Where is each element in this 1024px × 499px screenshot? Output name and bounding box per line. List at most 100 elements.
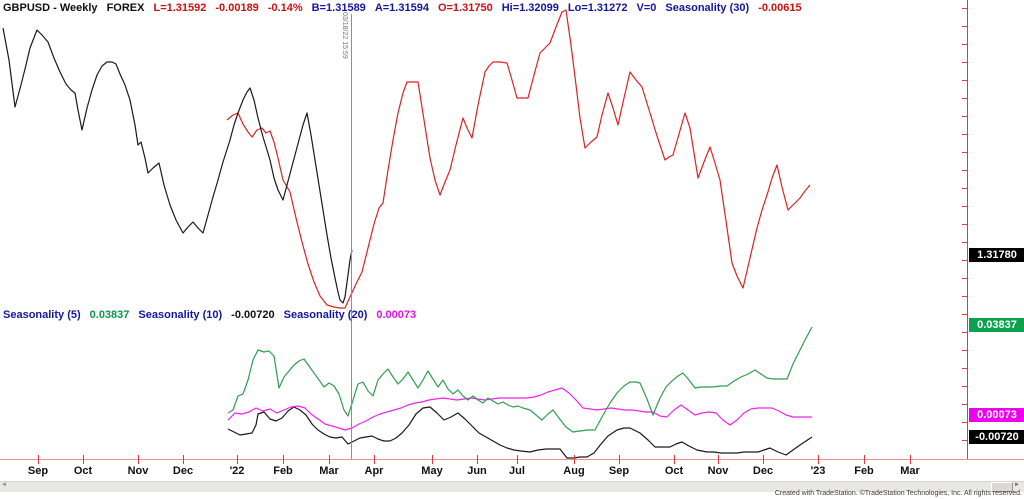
time-axis-label[interactable]: Sep	[608, 465, 630, 477]
price-axis-tick	[962, 152, 967, 153]
time-axis-tick	[864, 455, 865, 464]
quote-field-1: FOREX	[106, 2, 145, 14]
price-axis-tick	[962, 260, 967, 261]
time-axis-tick	[329, 455, 330, 464]
seasonality-status-line: Seasonality (5) 0.03837 Seasonality (10) -0…	[3, 309, 416, 321]
seasonality-field-2: Seasonality (10)	[138, 309, 223, 321]
time-axis-tick	[432, 455, 433, 464]
horizontal-scrollbar-thumb[interactable]	[991, 482, 1013, 492]
time-axis-label[interactable]: Mar	[900, 465, 920, 477]
price-axis-tick	[962, 296, 967, 297]
time-axis-label[interactable]: Dec	[752, 465, 774, 477]
price-axis-tick	[962, 134, 967, 135]
price-axis-tick	[962, 278, 967, 279]
time-axis-label[interactable]: Oct	[664, 465, 684, 477]
time-axis-label[interactable]: Jul	[509, 465, 525, 477]
quote-field-0: GBPUSD - Weekly	[3, 2, 98, 14]
quote-field-12: -0.00615	[758, 2, 802, 14]
quote-field-5: B=1.31589	[311, 2, 366, 14]
price-axis-tick	[962, 44, 967, 45]
time-axis-tick	[818, 455, 819, 464]
price-axis-tick	[962, 422, 967, 423]
quote-field-2: L=1.31592	[153, 2, 207, 14]
quote-field-10: V=0	[636, 2, 657, 14]
quote-field-11: Seasonality (30)	[665, 2, 750, 14]
time-axis-line[interactable]	[0, 459, 1024, 460]
time-axis-label[interactable]: May	[421, 465, 443, 477]
price-tag: 0.00073	[969, 408, 1024, 422]
time-axis-label[interactable]: Aug	[563, 465, 585, 477]
time-axis-tick	[237, 455, 238, 464]
time-axis-label[interactable]: '23	[810, 465, 826, 477]
horizontal-scrollbar-track[interactable]	[0, 481, 1024, 492]
seasonality-field-5: 0.00073	[376, 309, 417, 321]
price-axis-tick	[962, 314, 967, 315]
seasonality-field-0: Seasonality (5)	[3, 309, 81, 321]
price-axis-tick	[962, 350, 967, 351]
time-axis-label[interactable]: Sep	[27, 465, 49, 477]
price-axis-tick	[962, 440, 967, 441]
quote-status-line: GBPUSD - Weekly FOREX L=1.31592 -0.00189 -0.…	[3, 2, 802, 14]
series-seasonality-20-	[227, 387, 812, 431]
time-axis-tick	[183, 455, 184, 464]
time-axis-label[interactable]: Oct	[73, 465, 93, 477]
seasonality-field-1: 0.03837	[89, 309, 130, 321]
price-axis-line[interactable]	[967, 0, 968, 460]
copyright-text: Created with TradeStation. ©TradeStation…	[774, 490, 1022, 497]
price-axis-tick	[962, 224, 967, 225]
price-axis-tick	[962, 188, 967, 189]
quote-field-3: -0.00189	[215, 2, 259, 14]
time-axis-label[interactable]: Feb	[854, 465, 874, 477]
time-axis-tick	[910, 455, 911, 464]
price-axis-tick	[962, 386, 967, 387]
time-axis-tick	[38, 455, 39, 464]
scrollbar-right-arrow-icon[interactable]: ►	[1014, 482, 1020, 488]
time-axis-tick	[138, 455, 139, 464]
cursor-timestamp: 03/18/22 15:59	[341, 12, 348, 59]
price-axis-tick	[962, 62, 967, 63]
cursor-vertical-line[interactable]	[351, 14, 352, 459]
series-seasonality-10-	[227, 406, 813, 459]
time-axis-tick	[674, 455, 675, 464]
price-axis-tick	[962, 368, 967, 369]
price-axis-tick	[962, 80, 967, 81]
time-axis-label[interactable]: Nov	[127, 465, 149, 477]
scrollbar-left-arrow-icon[interactable]: ◄	[1, 482, 7, 488]
price-axis-tick	[962, 26, 967, 27]
series-seasonality-5-	[227, 326, 813, 433]
quote-field-4: -0.14%	[267, 2, 303, 14]
quote-field-8: Hi=1.32099	[501, 2, 559, 14]
price-axis-tick	[962, 116, 967, 117]
price-axis-tick	[962, 170, 967, 171]
time-axis-label[interactable]: Feb	[273, 465, 293, 477]
price-tag: -0.00720	[969, 430, 1024, 444]
price-axis-tick	[962, 242, 967, 243]
price-axis-tick	[962, 404, 967, 405]
time-axis-label[interactable]: Mar	[319, 465, 339, 477]
price-axis-tick	[962, 98, 967, 99]
time-axis-tick	[718, 455, 719, 464]
time-axis-tick	[574, 455, 575, 464]
price-tag: 0.03837	[969, 318, 1024, 332]
chart-plot-area[interactable]	[0, 0, 968, 460]
time-axis-label[interactable]: Nov	[707, 465, 729, 477]
price-axis-tick	[962, 8, 967, 9]
seasonality-field-4: Seasonality (20)	[283, 309, 368, 321]
time-axis-label[interactable]: '22	[229, 465, 245, 477]
time-axis-tick	[477, 455, 478, 464]
quote-field-7: O=1.31750	[437, 2, 493, 14]
price-axis-tick	[962, 332, 967, 333]
time-axis-label[interactable]: Jun	[467, 465, 487, 477]
series-seasonality-30-	[226, 9, 811, 309]
time-axis-label[interactable]: Apr	[364, 465, 384, 477]
time-axis-tick	[83, 455, 84, 464]
quote-field-9: Lo=1.31272	[567, 2, 628, 14]
series-gbpusd	[2, 27, 353, 304]
time-axis-tick	[763, 455, 764, 464]
time-axis-tick	[374, 455, 375, 464]
seasonality-field-3: -0.00720	[231, 309, 275, 321]
time-axis-tick	[283, 455, 284, 464]
time-axis-label[interactable]: Dec	[172, 465, 194, 477]
quote-field-6: A=1.31594	[374, 2, 429, 14]
price-tag: 1.31780	[969, 248, 1024, 262]
